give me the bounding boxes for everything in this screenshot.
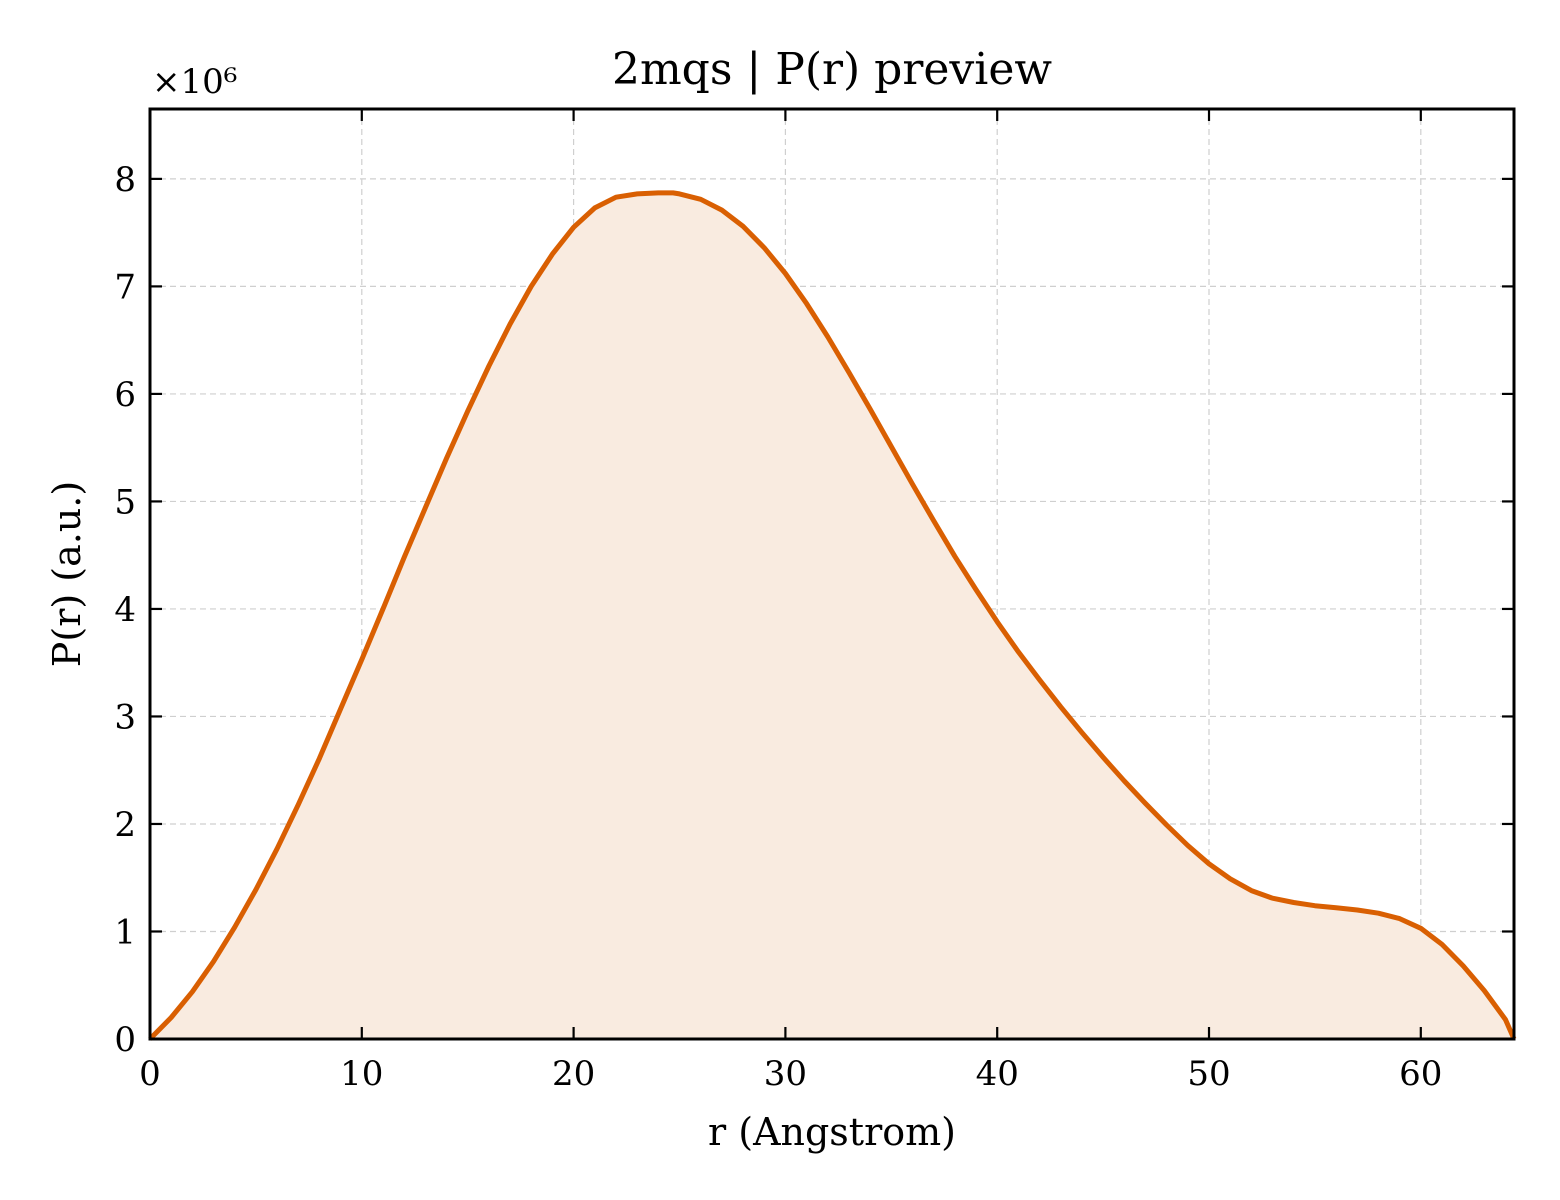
x-tick-label: 40 (976, 1054, 1019, 1094)
y-tick-label: 2 (114, 805, 136, 845)
plot-frame (148, 107, 1516, 1041)
x-tick-labels: 0 10 20 30 40 50 60 (139, 1054, 1442, 1094)
y-tick-label: 5 (114, 482, 136, 522)
y-tick-label: 6 (114, 375, 136, 415)
y-tick-labels: 0 1 2 3 4 5 6 7 8 (114, 160, 136, 1060)
x-axis-label: r (Angstrom) (708, 1110, 956, 1154)
axis-ticks (148, 109, 1514, 1041)
y-tick-label: 3 (114, 697, 136, 737)
y-tick-label: 7 (114, 267, 136, 307)
chart-title: 2mqs | P(r) preview (612, 44, 1052, 95)
y-tick-label: 0 (114, 1020, 136, 1060)
x-tick-label: 60 (1399, 1054, 1442, 1094)
area-fill (150, 192, 1514, 1039)
series-line (148, 190, 1517, 1041)
y-tick-label: 4 (114, 590, 136, 630)
y-tick-label: 1 (114, 912, 136, 952)
x-tick-label: 50 (1187, 1054, 1230, 1094)
x-tick-label: 30 (764, 1054, 807, 1094)
y-axis-label: P(r) (a.u.) (45, 481, 89, 667)
x-tick-label: 0 (139, 1054, 161, 1094)
y-tick-label: 8 (114, 160, 136, 200)
x-tick-label: 20 (552, 1054, 595, 1094)
x-tick-label: 10 (340, 1054, 383, 1094)
y-multiplier: ×10⁶ (152, 62, 237, 102)
